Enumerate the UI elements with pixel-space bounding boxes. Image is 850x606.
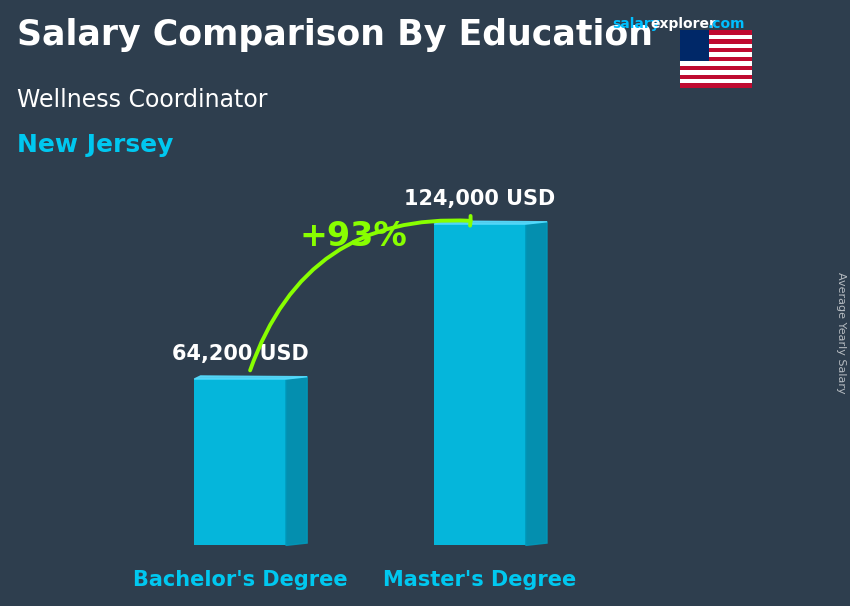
Text: .com: .com bbox=[707, 17, 745, 31]
Polygon shape bbox=[526, 222, 547, 545]
Bar bbox=[680, 44, 752, 48]
Text: 64,200 USD: 64,200 USD bbox=[172, 344, 309, 364]
Text: Average Yearly Salary: Average Yearly Salary bbox=[836, 273, 846, 394]
Text: Master's Degree: Master's Degree bbox=[383, 570, 576, 590]
Text: salary: salary bbox=[612, 17, 660, 31]
Bar bbox=[194, 379, 286, 545]
Text: Bachelor's Degree: Bachelor's Degree bbox=[133, 570, 348, 590]
Bar bbox=[680, 30, 709, 61]
Bar bbox=[680, 30, 752, 35]
Bar bbox=[680, 84, 752, 88]
Bar bbox=[680, 35, 752, 39]
Text: New Jersey: New Jersey bbox=[17, 133, 173, 158]
Bar bbox=[680, 65, 752, 70]
Text: explorer: explorer bbox=[650, 17, 716, 31]
Text: +93%: +93% bbox=[300, 220, 408, 253]
Bar bbox=[680, 48, 752, 53]
Bar bbox=[680, 57, 752, 61]
Polygon shape bbox=[194, 376, 307, 379]
Text: Wellness Coordinator: Wellness Coordinator bbox=[17, 88, 268, 112]
Bar bbox=[680, 79, 752, 84]
Text: Salary Comparison By Education: Salary Comparison By Education bbox=[17, 18, 653, 52]
Bar bbox=[680, 39, 752, 44]
Bar bbox=[680, 75, 752, 79]
Bar bbox=[680, 61, 752, 65]
Polygon shape bbox=[286, 377, 307, 545]
Text: 124,000 USD: 124,000 USD bbox=[405, 189, 556, 209]
Polygon shape bbox=[434, 221, 547, 224]
Bar bbox=[434, 224, 526, 545]
Bar bbox=[680, 53, 752, 57]
Bar bbox=[680, 70, 752, 75]
